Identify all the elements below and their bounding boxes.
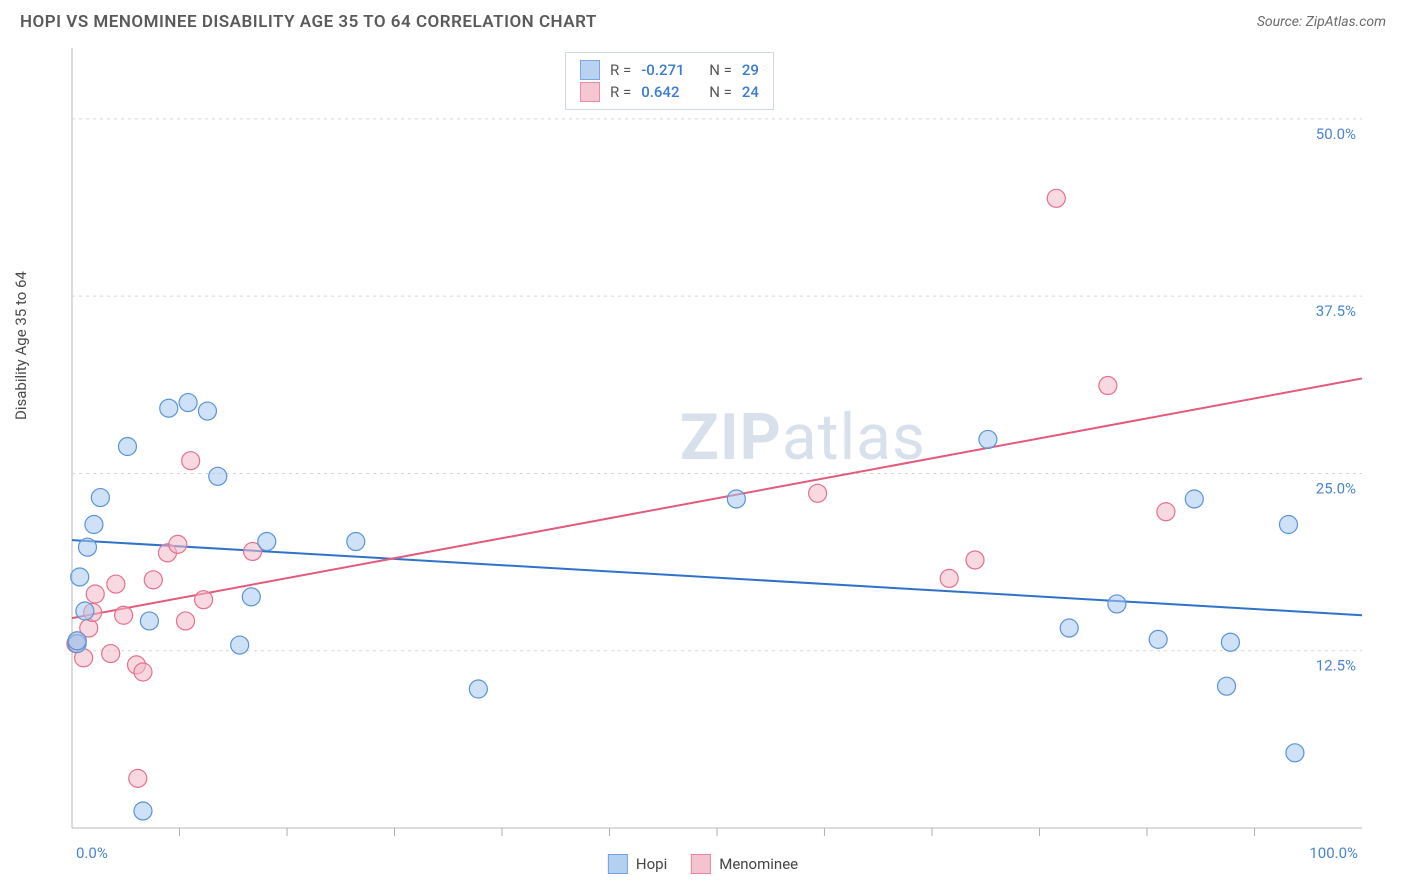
hopi-point [76,602,94,620]
hopi-point [179,394,197,412]
menominee-point [966,551,984,569]
stats-row-hopi: R = -0.271 N = 29 [580,59,759,81]
hopi-point [78,538,96,556]
r-label: R = [610,81,631,103]
menominee-point [1047,189,1065,207]
hopi-point [1221,633,1239,651]
menominee-point [177,612,195,630]
hopi-point [68,632,86,650]
hopi-point [140,612,158,630]
hopi-point [71,568,89,586]
hopi-point [979,430,997,448]
hopi-point [347,533,365,551]
hopi-point [91,489,109,507]
menominee-n-value: 24 [742,81,759,103]
svg-text:0.0%: 0.0% [76,844,108,862]
svg-text:100.0%: 100.0% [1309,844,1358,862]
legend-item-menominee: Menominee [691,854,798,874]
chart-container: Disability Age 35 to 64 12.5%25.0%37.5%5… [20,40,1386,880]
menominee-point [182,452,200,470]
hopi-point [118,438,136,456]
svg-text:12.5%: 12.5% [1316,657,1356,675]
menominee-point [115,606,133,624]
menominee-point [144,571,162,589]
menominee-swatch [580,82,600,102]
hopi-legend-label: Hopi [636,855,667,873]
hopi-point [1218,677,1236,695]
menominee-legend-swatch [691,854,711,874]
menominee-point [134,663,152,681]
menominee-point [940,569,958,587]
scatter-chart: 12.5% 25.0% 37.5% 50.0% 0.0% 100.0% [20,40,1386,880]
svg-text:50.0%: 50.0% [1316,125,1356,143]
n-label: N = [709,81,732,103]
series-legend: Hopi Menominee [608,854,798,874]
hopi-legend-swatch [608,854,628,874]
hopi-trend-line [72,540,1362,615]
menominee-point [809,484,827,502]
hopi-r-value: -0.271 [641,59,699,81]
source-name: ZipAtlas.com [1306,14,1386,30]
menominee-trend-line [72,378,1362,618]
r-label: R = [610,59,631,81]
source-credit: Source: ZipAtlas.com [1257,14,1386,30]
hopi-point [1185,490,1203,508]
svg-text:37.5%: 37.5% [1316,302,1356,320]
hopi-point [1108,595,1126,613]
header: HOPI VS MENOMINEE DISABILITY AGE 35 TO 6… [0,0,1406,40]
chart-title: HOPI VS MENOMINEE DISABILITY AGE 35 TO 6… [20,12,597,32]
hopi-point [209,467,227,485]
hopi-point [242,588,260,606]
menominee-point [1099,377,1117,395]
y-axis-label: Disability Age 35 to 64 [12,271,30,420]
menominee-point [169,535,187,553]
hopi-point [1279,516,1297,534]
hopi-point [1286,744,1304,762]
hopi-point [85,516,103,534]
menominee-point [107,575,125,593]
n-label: N = [709,59,732,81]
hopi-swatch [580,60,600,80]
menominee-point [1157,503,1175,521]
legend-item-hopi: Hopi [608,854,667,874]
hopi-point [134,802,152,820]
source-prefix: Source: [1257,14,1306,30]
hopi-point [258,533,276,551]
menominee-r-value: 0.642 [641,81,699,103]
menominee-point [195,591,213,609]
menominee-legend-label: Menominee [719,855,798,873]
menominee-point [86,585,104,603]
hopi-point [1149,630,1167,648]
menominee-point [102,645,120,663]
hopi-point [160,399,178,417]
stats-legend: R = -0.271 N = 29 R = 0.642 N = 24 [565,52,774,110]
hopi-point [231,636,249,654]
svg-text:25.0%: 25.0% [1316,479,1356,497]
hopi-point [198,402,216,420]
hopi-point [727,490,745,508]
hopi-point [1060,619,1078,637]
menominee-point [129,769,147,787]
stats-row-menominee: R = 0.642 N = 24 [580,81,759,103]
hopi-n-value: 29 [742,59,759,81]
hopi-point [469,680,487,698]
